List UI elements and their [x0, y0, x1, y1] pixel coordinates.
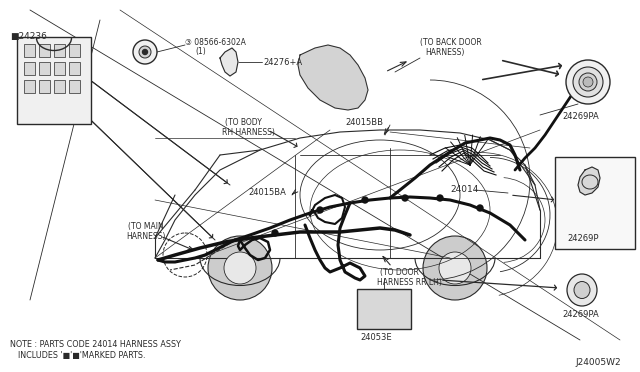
- Circle shape: [423, 236, 487, 300]
- Text: 24014: 24014: [450, 185, 478, 194]
- Circle shape: [272, 230, 278, 236]
- Text: ■24236: ■24236: [10, 32, 47, 41]
- FancyBboxPatch shape: [38, 61, 49, 74]
- FancyBboxPatch shape: [24, 61, 35, 74]
- FancyBboxPatch shape: [68, 61, 79, 74]
- Circle shape: [139, 46, 151, 58]
- Text: 24269P: 24269P: [567, 234, 598, 243]
- Text: (TO BODY: (TO BODY: [225, 118, 262, 127]
- Polygon shape: [578, 167, 600, 195]
- Text: NOTE : PARTS CODE 24014 HARNESS ASSY: NOTE : PARTS CODE 24014 HARNESS ASSY: [10, 340, 181, 349]
- Circle shape: [143, 49, 147, 55]
- Circle shape: [224, 252, 256, 284]
- Text: 24015BB: 24015BB: [345, 118, 383, 127]
- FancyBboxPatch shape: [24, 44, 35, 57]
- FancyBboxPatch shape: [68, 80, 79, 93]
- Text: (TO DOOR: (TO DOOR: [380, 268, 419, 277]
- FancyBboxPatch shape: [24, 80, 35, 93]
- Circle shape: [583, 77, 593, 87]
- FancyBboxPatch shape: [68, 44, 79, 57]
- Text: HARNESS RR LH): HARNESS RR LH): [377, 278, 442, 287]
- Circle shape: [477, 205, 483, 211]
- Text: 24269PA: 24269PA: [562, 310, 599, 319]
- Ellipse shape: [574, 282, 590, 298]
- Polygon shape: [298, 45, 368, 110]
- Ellipse shape: [579, 73, 597, 91]
- Text: 24269PA: 24269PA: [562, 112, 599, 121]
- FancyBboxPatch shape: [38, 44, 49, 57]
- FancyBboxPatch shape: [555, 157, 635, 249]
- Circle shape: [362, 197, 368, 203]
- Text: (TO BACK DOOR: (TO BACK DOOR: [420, 38, 482, 47]
- FancyBboxPatch shape: [54, 61, 65, 74]
- Text: (1): (1): [195, 47, 205, 56]
- FancyBboxPatch shape: [17, 37, 91, 124]
- Circle shape: [402, 195, 408, 201]
- Text: ③ 08566-6302A: ③ 08566-6302A: [185, 38, 246, 47]
- Text: RH HARNESS): RH HARNESS): [222, 128, 275, 137]
- FancyBboxPatch shape: [54, 80, 65, 93]
- Polygon shape: [220, 48, 238, 76]
- Circle shape: [317, 207, 323, 213]
- Circle shape: [208, 236, 272, 300]
- Text: 24276+A: 24276+A: [263, 58, 302, 67]
- Circle shape: [439, 252, 471, 284]
- Text: 24015BA: 24015BA: [248, 188, 286, 197]
- Ellipse shape: [567, 274, 597, 306]
- Text: INCLUDES '■'■'MARKED PARTS.: INCLUDES '■'■'MARKED PARTS.: [18, 351, 145, 360]
- Text: 24053E: 24053E: [360, 333, 392, 342]
- Ellipse shape: [573, 67, 603, 97]
- Text: HARNESS): HARNESS): [425, 48, 465, 57]
- FancyBboxPatch shape: [357, 289, 411, 329]
- Text: (TO MAIN: (TO MAIN: [128, 222, 164, 231]
- Circle shape: [133, 40, 157, 64]
- Circle shape: [437, 195, 443, 201]
- Text: HARNESS): HARNESS): [126, 232, 165, 241]
- Text: J24005W2: J24005W2: [575, 358, 621, 367]
- FancyBboxPatch shape: [38, 80, 49, 93]
- FancyBboxPatch shape: [54, 44, 65, 57]
- Ellipse shape: [566, 60, 610, 104]
